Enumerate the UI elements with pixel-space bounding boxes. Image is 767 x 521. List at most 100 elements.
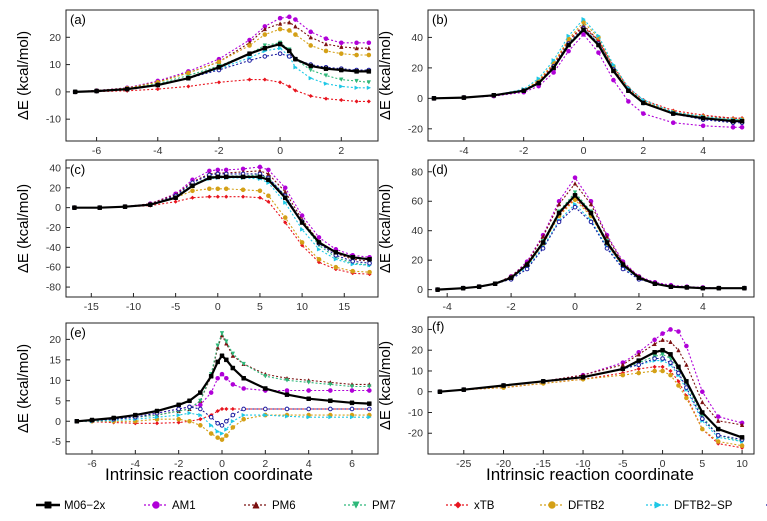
data-point [366, 80, 372, 85]
data-point [308, 67, 313, 73]
data-point [262, 54, 268, 59]
data-point [224, 375, 229, 381]
data-point [293, 17, 298, 22]
data-point [652, 350, 657, 355]
data-point [72, 89, 78, 95]
data-point [266, 177, 271, 183]
data-point [581, 19, 586, 25]
data-point [198, 412, 203, 418]
series-line [75, 16, 369, 93]
data-point [94, 88, 99, 94]
data-point [700, 115, 706, 121]
data-point [286, 54, 292, 59]
data-point [626, 88, 631, 93]
x-tick-label: -6 [87, 458, 96, 470]
data-point [716, 285, 722, 291]
data-point [367, 257, 372, 262]
series-m06-2x [74, 353, 372, 424]
x-tick-label: 4 [700, 145, 706, 157]
data-point [536, 80, 541, 86]
data-point [300, 227, 305, 232]
y-tick-label: 10 [411, 365, 423, 377]
data-point [636, 352, 641, 357]
data-point [556, 201, 562, 207]
data-point [293, 32, 298, 37]
data-point [620, 362, 626, 367]
data-point [263, 374, 268, 379]
data-point [308, 93, 313, 99]
data-point [240, 194, 246, 199]
legend-label: PM6 [272, 500, 296, 512]
panel-label: (c) [70, 162, 85, 177]
data-point [566, 42, 571, 48]
data-point [173, 195, 178, 200]
data-point [349, 414, 355, 420]
x-tick-label: -4 [459, 145, 468, 157]
data-point [124, 86, 130, 92]
data-point [580, 374, 586, 380]
data-point [730, 124, 736, 130]
data-point [338, 51, 344, 56]
data-point [257, 164, 263, 170]
data-point [72, 205, 77, 210]
data-point [572, 204, 578, 210]
data-point [215, 343, 220, 348]
data-point [176, 420, 181, 425]
data-point [521, 88, 526, 93]
y-axis-label: ΔE (kcal/mol) [15, 31, 32, 120]
data-point [676, 347, 681, 353]
data-point [572, 181, 578, 186]
data-point [208, 431, 214, 436]
data-point [581, 16, 586, 22]
data-point [219, 353, 225, 358]
data-point [299, 220, 305, 225]
data-point [224, 433, 229, 438]
data-point [215, 408, 220, 414]
x-tick-label: -2 [506, 301, 515, 313]
data-point [611, 62, 616, 68]
data-point [540, 240, 546, 245]
x-axis-label-right: Intrinsic reaction coordinate [486, 465, 694, 484]
data-point [668, 352, 673, 357]
y-tick-label: 20 [49, 32, 61, 44]
data-point [278, 46, 283, 51]
data-point [282, 215, 288, 220]
data-point [339, 97, 344, 103]
data-point [354, 52, 359, 58]
data-point [596, 33, 601, 39]
data-point [176, 412, 182, 418]
y-tick-label: 20 [411, 62, 423, 74]
data-point [660, 347, 665, 353]
legend-entry: M06−2x [36, 500, 105, 512]
data-point [155, 82, 161, 88]
data-point [215, 359, 220, 365]
data-point [572, 197, 578, 203]
data-point [247, 43, 252, 48]
legend-entry: PM7 [344, 500, 396, 512]
series-line [75, 53, 369, 93]
data-point [668, 339, 673, 344]
data-point [476, 284, 482, 289]
data-point [154, 414, 160, 420]
data-point [354, 99, 359, 104]
data-point [198, 406, 203, 412]
y-tick-label: 0 [55, 86, 61, 98]
data-point [700, 123, 706, 129]
x-tick-label: 4 [700, 301, 706, 313]
data-point [176, 406, 181, 412]
data-point [588, 219, 594, 225]
y-tick-label: 20 [49, 182, 61, 194]
data-point [176, 416, 181, 422]
data-point [277, 80, 283, 85]
data-point [367, 269, 372, 275]
data-point [316, 247, 322, 252]
legend-marker [252, 501, 260, 509]
legend-entry: PM6 [244, 500, 296, 512]
x-tick-label: 4 [306, 458, 312, 470]
x-tick-label: -2 [519, 145, 528, 157]
plot-frame [65, 159, 379, 298]
x-tick-label: -4 [131, 458, 140, 470]
